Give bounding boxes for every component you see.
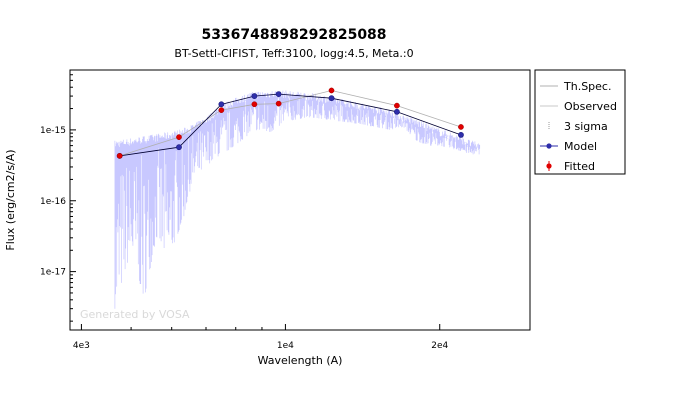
y-tick-label: 1e-16: [40, 197, 66, 207]
legend-entry: 3 sigma: [548, 120, 608, 133]
legend-label: Model: [564, 140, 597, 153]
chart-title: 5336748898292825088: [201, 27, 386, 43]
fitted-point: [218, 107, 225, 113]
model-point: [218, 101, 225, 108]
model-point: [328, 95, 335, 102]
data-series: [116, 87, 464, 159]
legend-label: Fitted: [564, 160, 595, 173]
legend-label: Th.Spec.: [563, 80, 611, 93]
x-axis-label: Wavelength (A): [258, 354, 343, 367]
chart-subtitle: BT-Settl-CIFIST, Teff:3100, logg:4.5, Me…: [174, 47, 413, 60]
legend-label: Observed: [564, 100, 617, 113]
fitted-point: [275, 100, 282, 107]
fitted-point: [458, 124, 464, 130]
fitted-point: [251, 101, 258, 108]
model-point: [176, 144, 182, 151]
th-spec-line: [119, 90, 462, 157]
fitted-point: [176, 134, 182, 140]
model-point: [275, 91, 282, 97]
x-tick-label: 4e3: [73, 341, 90, 351]
legend-label: 3 sigma: [564, 120, 608, 133]
axis-ticks: 4e3 1e4 2e4 1e-15 1e-16 1e-17: [40, 69, 448, 351]
y-axis-label: Flux (erg/cm2/s/A): [4, 149, 17, 250]
y-tick-label: 1e-17: [40, 268, 66, 278]
legend-entry: Th.Spec.: [540, 80, 611, 93]
legend-entry: Model: [540, 140, 597, 153]
fitted-point: [328, 87, 335, 94]
model-point: [458, 131, 464, 138]
x-tick-label: 1e4: [277, 341, 294, 351]
legend-fitted-marker: [546, 163, 552, 169]
model-point: [394, 108, 400, 115]
legend-model-marker: [546, 143, 552, 149]
model-point: [251, 93, 258, 99]
x-tick-label: 2e4: [431, 341, 448, 351]
legend-entry: Observed: [540, 100, 617, 113]
watermark: Generated by VOSA: [80, 308, 190, 321]
fitted-point: [116, 153, 123, 159]
legend-entry: Fitted: [546, 160, 595, 173]
legend-box: [534, 69, 626, 175]
y-tick-label: 1e-15: [40, 126, 66, 136]
fitted-point: [394, 102, 400, 109]
legend: Th.Spec. Observed 3 sigma Model Fitted: [534, 69, 626, 175]
model-line: [119, 93, 462, 157]
